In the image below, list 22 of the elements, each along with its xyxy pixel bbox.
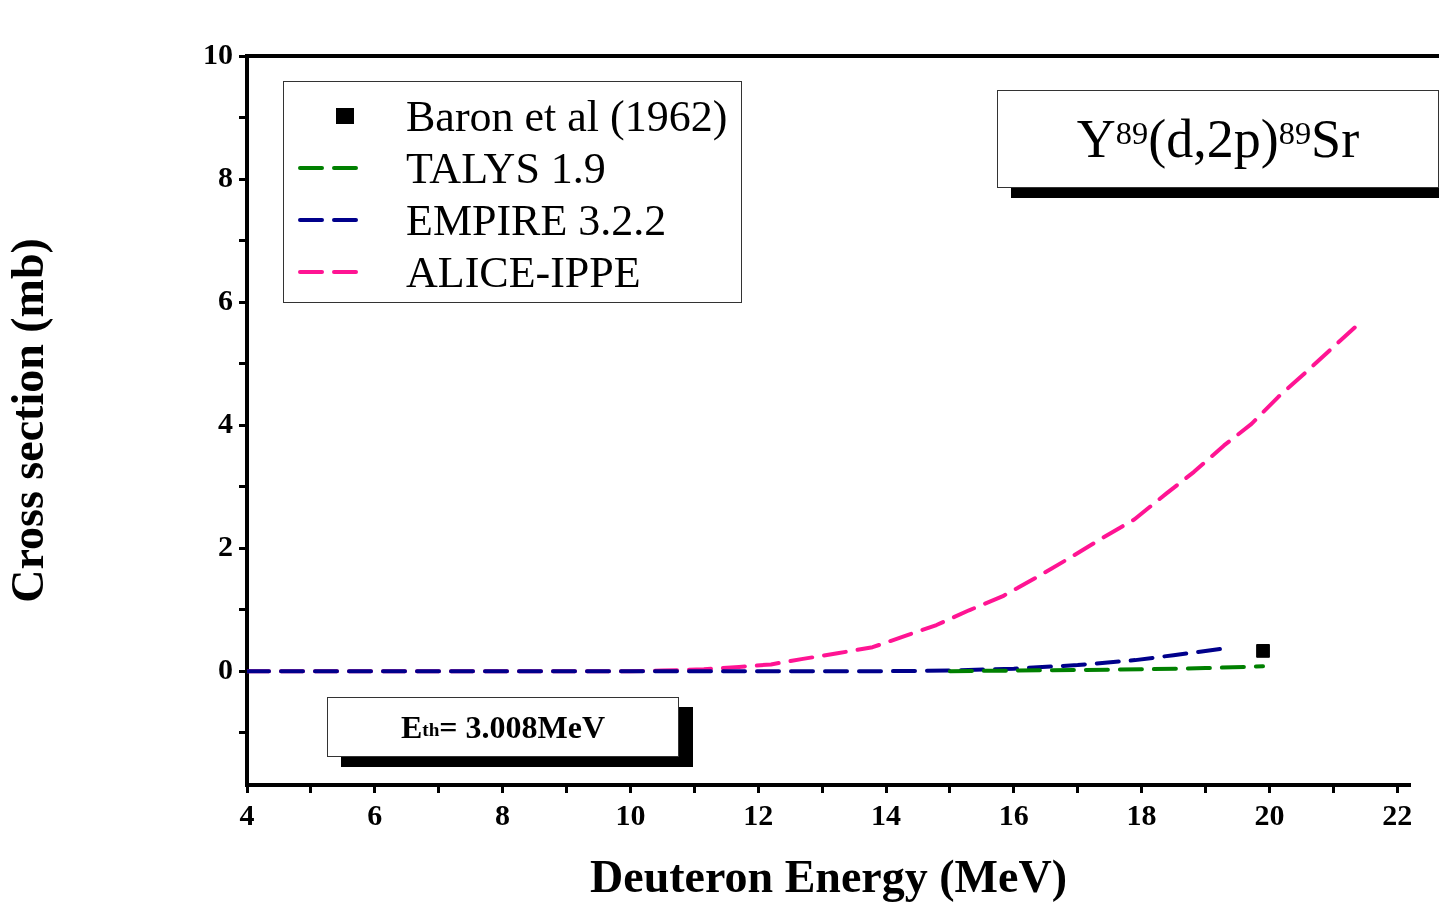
x-tick-label: 14 — [871, 797, 902, 831]
y-tick-label: 2 — [218, 528, 233, 562]
legend-label: EMPIRE 3.2.2 — [406, 194, 667, 246]
x-tick-label: 22 — [1382, 797, 1413, 831]
y-tick-label: 0 — [218, 651, 233, 685]
x-tick-label: 16 — [998, 797, 1029, 831]
x-tick-label: 12 — [743, 797, 774, 831]
x-axis-title: Deuteron Energy (MeV) — [590, 851, 1067, 903]
x-tick-label: 18 — [1126, 797, 1157, 831]
legend-label: TALYS 1.9 — [406, 142, 606, 194]
y-tick-label: 4 — [218, 405, 233, 439]
legend-label: ALICE-IPPE — [406, 246, 641, 298]
x-tick-label: 20 — [1254, 797, 1285, 831]
x-tick-label: 6 — [367, 797, 383, 831]
y-tick-label: 6 — [218, 282, 233, 316]
y-tick-label: 10 — [203, 36, 233, 70]
x-tick-label: 10 — [615, 797, 646, 831]
x-tick-label: 8 — [495, 797, 511, 831]
x-tick-label: 4 — [239, 797, 255, 831]
y-tick-label: 8 — [218, 159, 233, 193]
legend-label: Baron et al (1962) — [406, 90, 728, 142]
y-axis-title: Cross section (mb) — [2, 238, 54, 603]
